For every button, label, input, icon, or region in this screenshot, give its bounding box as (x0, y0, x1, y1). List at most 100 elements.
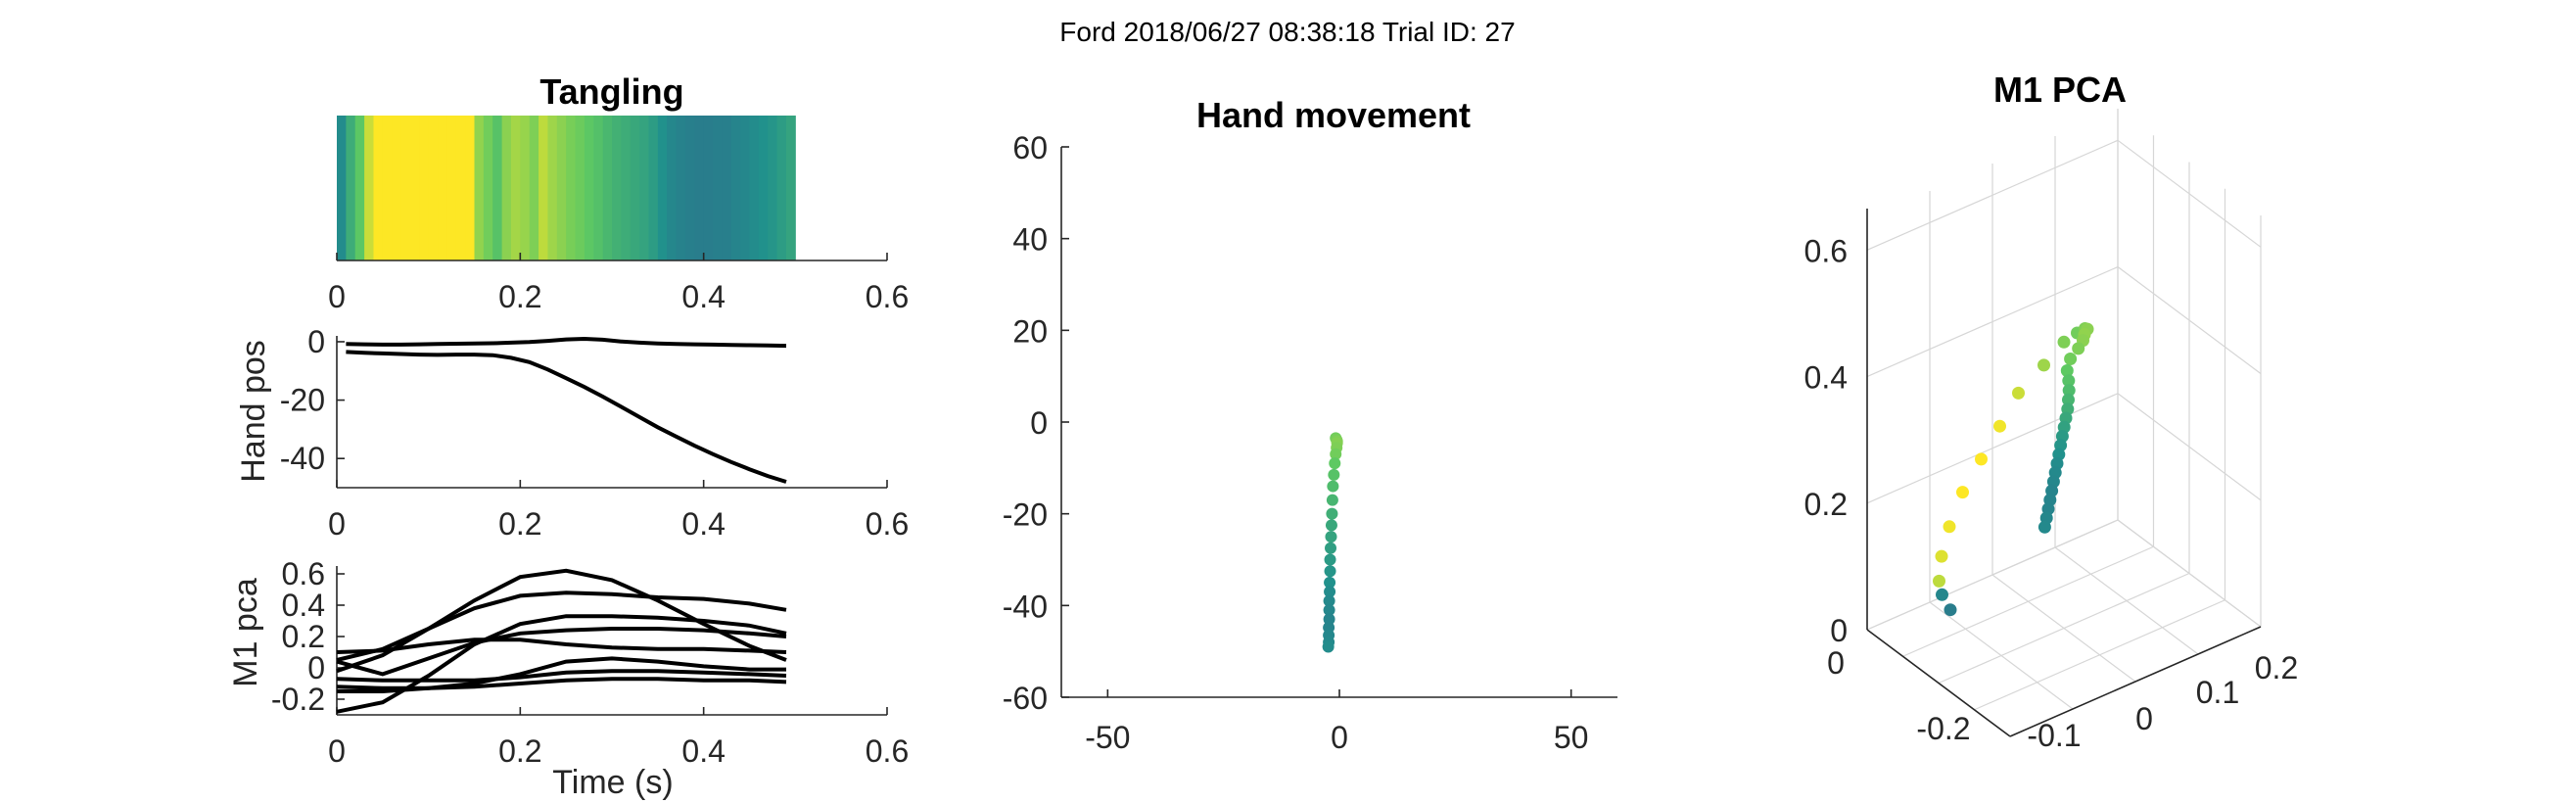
tangling-cell (566, 116, 577, 260)
hand-position-point (1328, 468, 1340, 481)
trace-line-2 (336, 590, 787, 662)
m1-pca-traces (336, 568, 787, 714)
pca-state-point (2064, 353, 2078, 365)
tangling-cell (575, 116, 585, 260)
tangling-cell (648, 116, 659, 260)
pca-state-point (2060, 364, 2074, 377)
y-tick-label: 0 (307, 324, 325, 359)
tangling-cell (676, 116, 686, 260)
tangling-title: Tangling (539, 71, 683, 112)
tangling-cell (409, 116, 420, 260)
tangling-cell (364, 116, 374, 260)
hand-position-point (1324, 576, 1336, 589)
time-xlabel: Time (s) (552, 764, 673, 801)
tangling-heatmap (337, 116, 796, 260)
tangling-cell (520, 116, 531, 260)
x-axis-line (1866, 629, 2011, 737)
tangling-cell (465, 116, 475, 260)
z-tick-label: 0 (1830, 613, 1848, 648)
pca-state-point (2037, 358, 2050, 372)
x-tick-label: -50 (1085, 720, 1130, 755)
tangling-x-axis: 0 0.2 0.4 0.6 (328, 253, 909, 314)
tangling-x-tick-label: 0.4 (681, 279, 725, 314)
tangling-cell (529, 116, 539, 260)
x-tick-label: 0.4 (681, 506, 725, 542)
hand-pos-axes: 0 0.2 0.4 0.6 0 -20 -40 (280, 324, 909, 542)
x-tick-label: -0.2 (1916, 711, 1970, 746)
tangling-cell (758, 116, 769, 260)
pca-state-point (2012, 386, 2025, 400)
tangling-cell (539, 116, 548, 260)
tangling-cell (612, 116, 622, 260)
y-tick-label: 0 (307, 650, 325, 685)
m1-pca-ylabel: M1 pca (227, 578, 264, 687)
floor-grid-line (1974, 599, 2225, 711)
tangling-cell (713, 116, 723, 260)
pca-state-point (1943, 520, 1956, 534)
x-tick-label: 0 (1827, 645, 1845, 681)
tangling-cell (703, 116, 714, 260)
tangling-cell (602, 116, 613, 260)
x-tick-label: 50 (1554, 720, 1589, 755)
pca-state-point (2062, 374, 2076, 388)
pca-state-point (2037, 520, 2051, 534)
tangling-cell (768, 116, 778, 260)
trace-line-1 (346, 336, 787, 349)
tangling-cell (584, 116, 594, 260)
y-tick-label: 0.1 (2196, 675, 2239, 710)
pca-state-point (1936, 588, 1948, 601)
hand-position-point (1327, 480, 1339, 493)
y-tick-label: 0.6 (282, 556, 325, 591)
figure-suptitle: Ford 2018/06/27 08:38:18 Trial ID: 27 (1059, 17, 1515, 47)
trace-line-7 (336, 669, 787, 683)
tangling-cell (667, 116, 678, 260)
y-tick-label: 0 (1030, 405, 1048, 441)
tangling-cell (492, 116, 503, 260)
y-tick-label: -40 (1003, 589, 1048, 624)
pca-state-point (2062, 384, 2076, 398)
tangling-cell (593, 116, 604, 260)
y-tick-label: -0.1 (2027, 718, 2081, 753)
tangling-cell (337, 116, 347, 260)
hand-position-point (1329, 457, 1341, 470)
y-tick-label: -60 (1003, 681, 1048, 716)
hand-position-point (1324, 565, 1336, 578)
pca-state-point (2057, 335, 2071, 349)
hand-position-point (1325, 542, 1337, 554)
pca-state-point (1944, 603, 1957, 617)
z-tick-label: 0.6 (1804, 233, 1848, 268)
x-tick-label: 0 (328, 733, 346, 769)
hand-position-point (1325, 519, 1337, 532)
y-tick-label: -0.2 (271, 682, 325, 717)
tangling-cell (740, 116, 750, 260)
hand-pos-panel: 0 0.2 0.4 0.6 0 -20 -40 Hand pos (235, 324, 909, 542)
tangling-cell (373, 116, 384, 260)
hand-position-point (1326, 507, 1338, 520)
z-tick-label: 0.4 (1804, 360, 1848, 396)
x-tick-label: 0.6 (866, 733, 909, 769)
m1-pca-3d-points (1933, 322, 2094, 617)
hand-movement-axes: -50 0 50 60 40 20 0 -20 -40 -60 (1003, 130, 1617, 755)
x-tick-label: 0 (1331, 720, 1348, 755)
hand-position-point (1330, 448, 1342, 460)
tangling-cell (684, 116, 695, 260)
trace-line-5 (336, 627, 787, 677)
hand-pos-traces (346, 336, 787, 484)
x-tick-label: 0.2 (498, 506, 541, 542)
m1-pca-3d-title: M1 PCA (1993, 70, 2127, 110)
y-tick-label: 0.2 (2255, 650, 2298, 685)
z-tick-label: 0.2 (1804, 487, 1848, 522)
pca-state-point (1975, 452, 1988, 466)
pca-state-point (2072, 342, 2085, 355)
tangling-cell (392, 116, 402, 260)
tangling-cell (483, 116, 493, 260)
trace-line-8 (337, 677, 787, 693)
tangling-cell (354, 116, 365, 260)
hand-movement-points (1322, 432, 1343, 653)
tangling-cell (556, 116, 567, 260)
tangling-cell (730, 116, 741, 260)
tangling-cell (382, 116, 393, 260)
pca-state-point (1935, 549, 1948, 563)
pca-state-point (2062, 393, 2075, 406)
tangling-cell (474, 116, 485, 260)
